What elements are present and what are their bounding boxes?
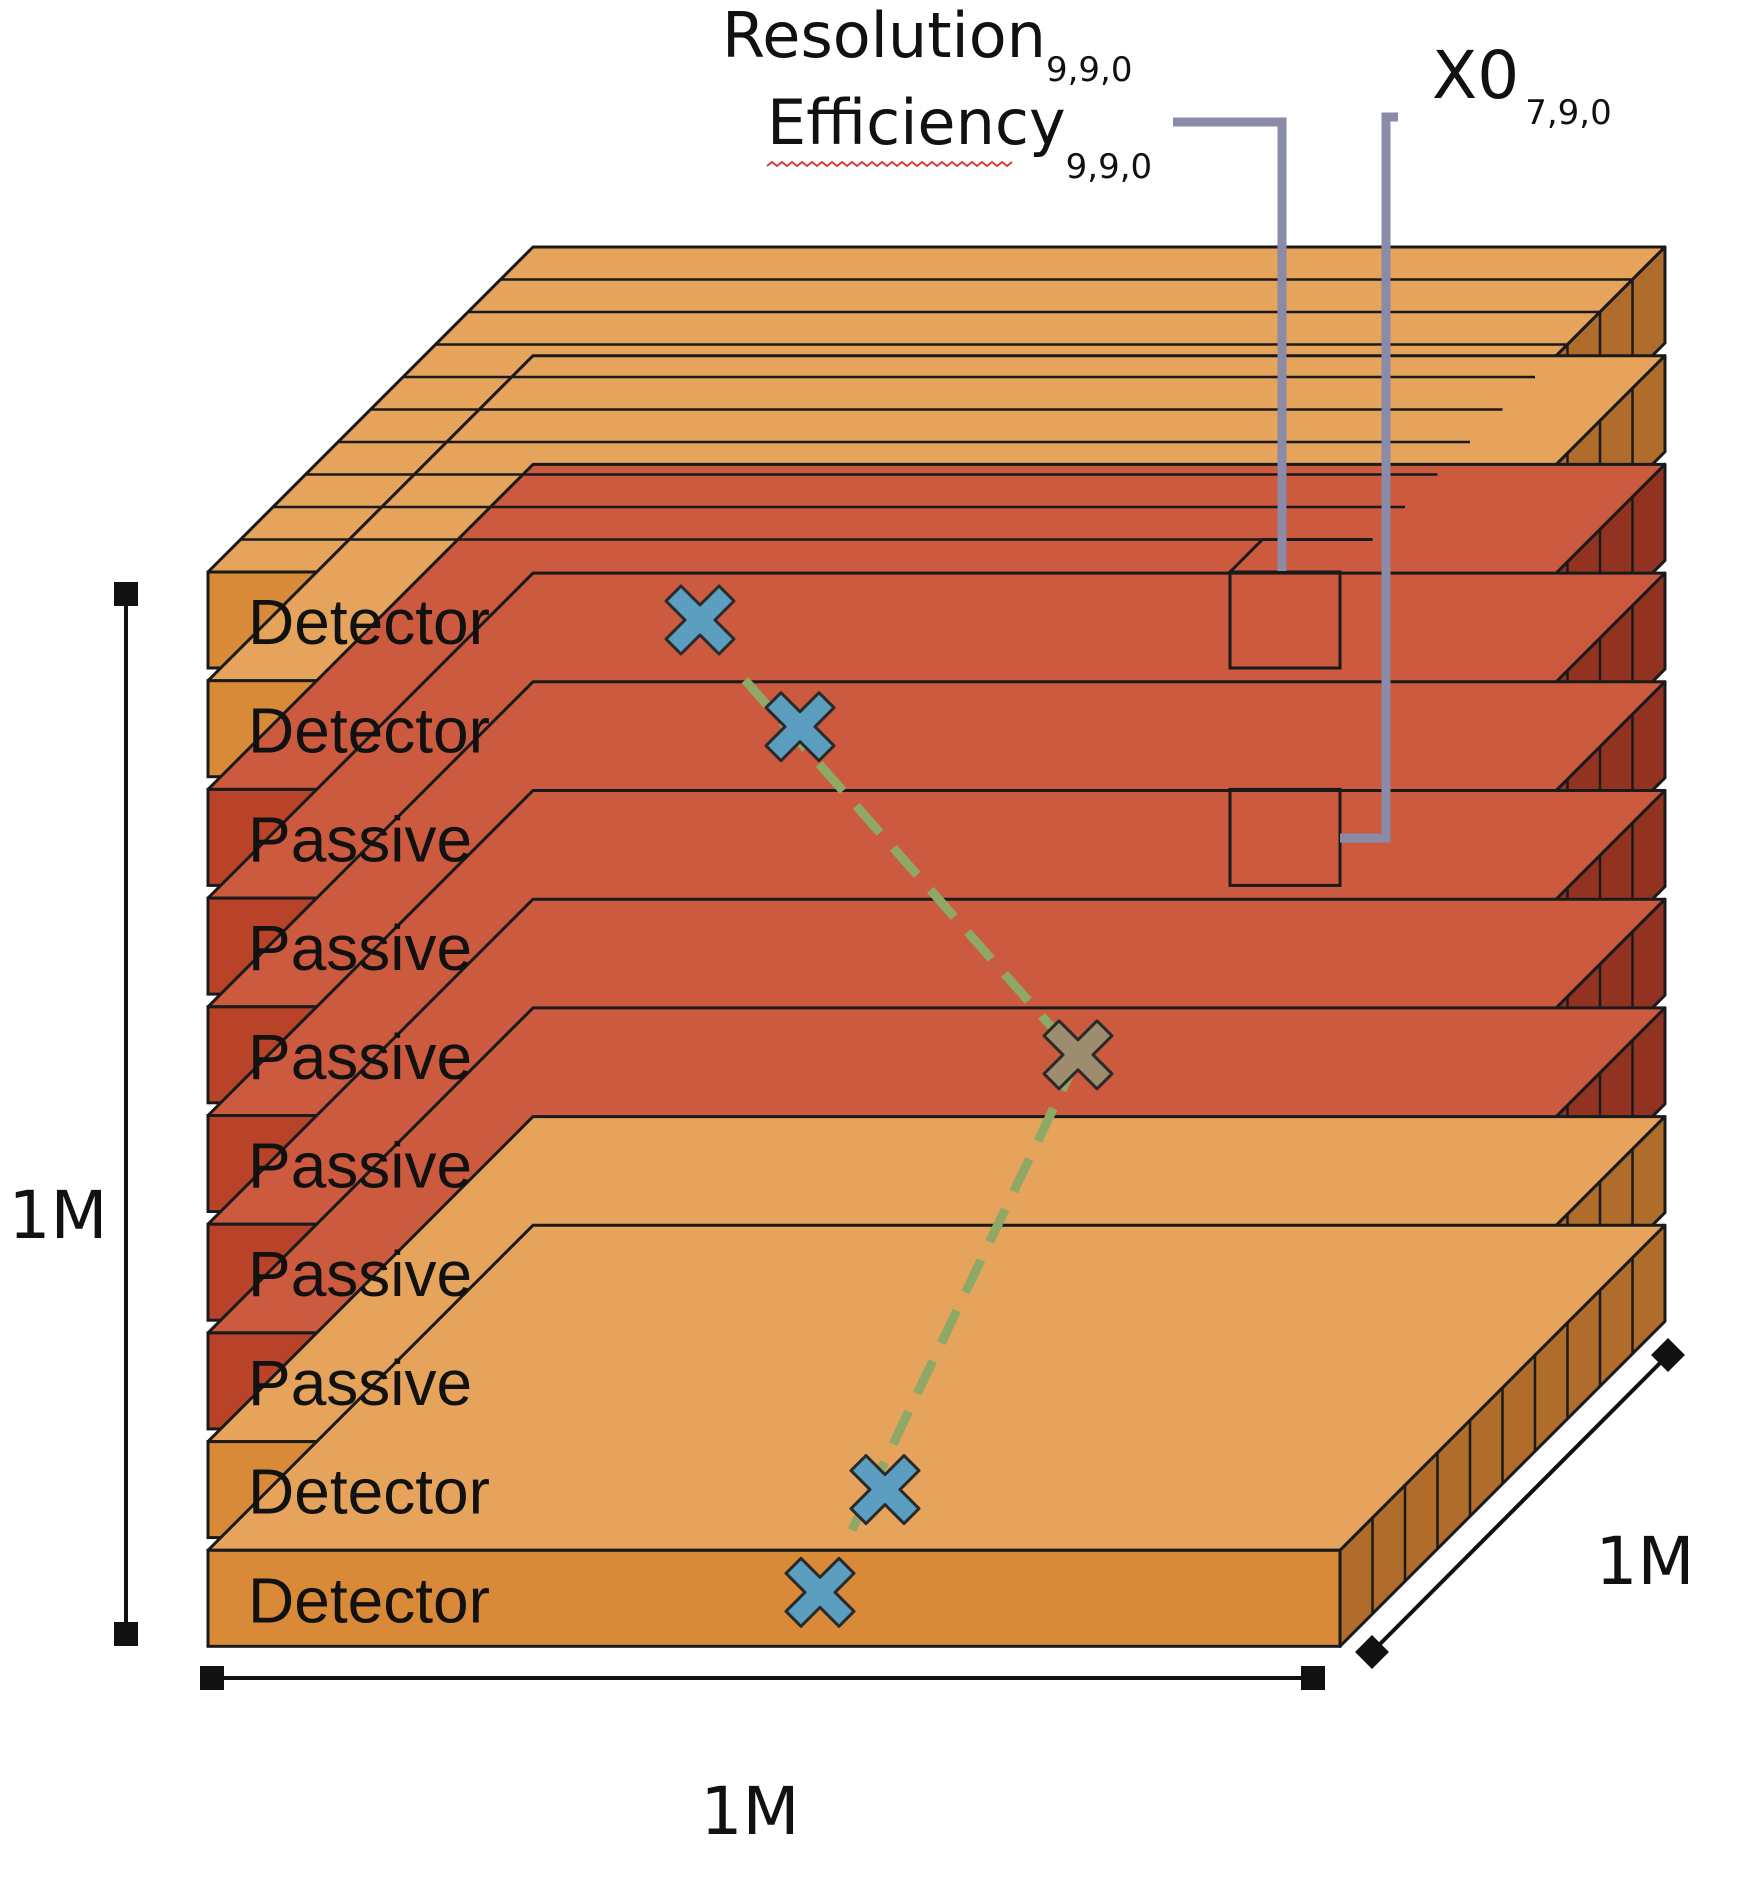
resolution-cell	[1228, 570, 1342, 670]
x0-annotation: X0 7,9,0	[1432, 37, 1612, 133]
layer-stack	[206, 245, 1667, 1648]
efficiency-subscript: 9,9,0	[1066, 147, 1153, 187]
layer-block	[206, 1223, 1667, 1648]
depth-dimension	[1355, 1338, 1685, 1669]
particle-track	[741, 677, 1084, 1532]
x0-text: X0	[1432, 37, 1519, 114]
layer-label: Passive	[248, 1021, 472, 1093]
height-label: 1M	[9, 1177, 108, 1254]
width-label: 1M	[701, 1773, 800, 1850]
layer-label: Passive	[248, 1238, 472, 1310]
layer-labels: Detector Detector Passive Passive Passive Pas…	[248, 586, 490, 1636]
resolution-annotation: Resolution9,9,0	[722, 0, 1132, 90]
hit-markers	[664, 584, 1114, 1628]
hit-marker	[764, 691, 836, 763]
top-face-strips	[240, 278, 1633, 541]
layer-label: Passive	[248, 912, 472, 984]
height-dimension	[114, 582, 138, 1646]
resolution-text: Resolution	[722, 0, 1046, 72]
layer-front-face	[206, 1548, 1342, 1648]
layer-label: Detector	[248, 695, 490, 767]
layer-label: Detector	[248, 1456, 490, 1528]
efficiency-annotation: Efficiency9,9,0	[767, 86, 1152, 187]
hit-marker	[849, 1454, 921, 1526]
resolution-subscript: 9,9,0	[1046, 50, 1133, 90]
layer-label: Passive	[248, 1130, 472, 1202]
spellcheck-underline	[766, 160, 1013, 168]
x0-callout-line	[1340, 112, 1398, 843]
resolution-callout-line	[1173, 117, 1287, 571]
efficiency-text: Efficiency	[767, 86, 1066, 159]
interaction-marker	[1042, 1019, 1114, 1091]
layer-label: Passive	[248, 1347, 472, 1419]
layer-label: Passive	[248, 803, 472, 875]
width-dimension	[200, 1666, 1325, 1690]
hit-marker	[784, 1556, 856, 1628]
layer-label: Detector	[248, 1564, 490, 1636]
layer-label: Detector	[248, 586, 490, 658]
hit-marker	[664, 584, 736, 656]
depth-label: 1M	[1596, 1523, 1695, 1600]
x0-subscript: 7,9,0	[1525, 93, 1612, 133]
resolution-cell-top	[1228, 538, 1373, 574]
highlighted-cells	[1228, 538, 1373, 887]
